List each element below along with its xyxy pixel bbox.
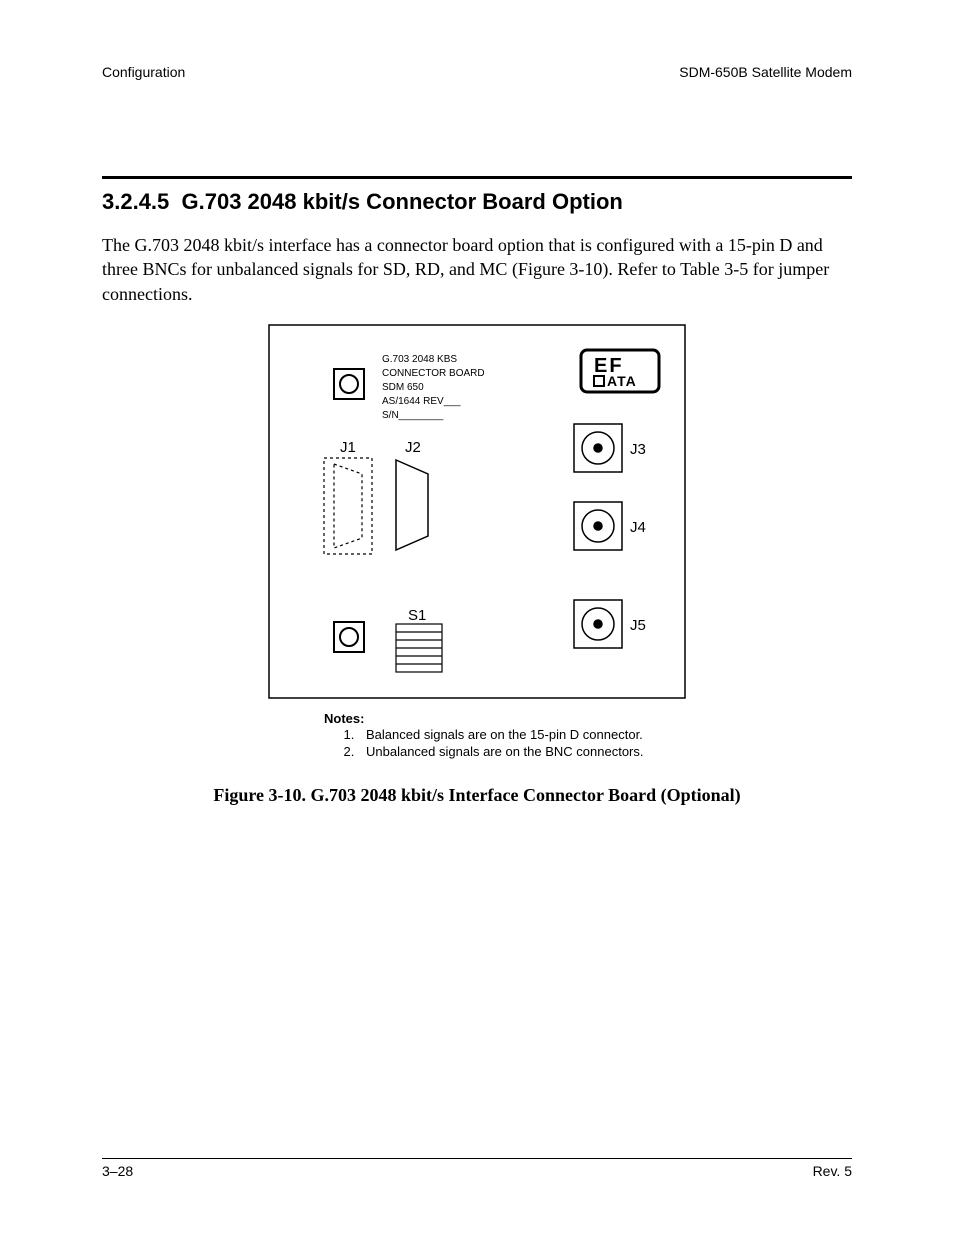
- header-left: Configuration: [102, 64, 185, 80]
- j2-connector-icon: [396, 460, 428, 550]
- notes-title: Notes:: [324, 711, 852, 726]
- j4-connector-icon: [574, 502, 622, 550]
- section-paragraph: The G.703 2048 kbit/s interface has a co…: [102, 233, 852, 306]
- s1-switch-icon: [396, 624, 442, 672]
- label-j5: J5: [630, 617, 646, 634]
- j5-connector-icon: [574, 600, 622, 648]
- j3-connector-icon: [574, 424, 622, 472]
- section-rule: [102, 176, 852, 179]
- section-title: G.703 2048 kbit/s Connector Board Option: [182, 189, 623, 214]
- board-text-l2: CONNECTOR BOARD: [382, 368, 485, 379]
- footer-rule: [102, 1158, 852, 1159]
- label-s1: S1: [408, 607, 426, 624]
- label-j2: J2: [405, 439, 421, 456]
- board-text-l5: S/N________: [382, 410, 444, 421]
- header-right: SDM-650B Satellite Modem: [679, 64, 852, 80]
- section-number: 3.2.4.5: [102, 189, 169, 214]
- page-header: Configuration SDM-650B Satellite Modem: [102, 64, 852, 80]
- board-text-l1: G.703 2048 KBS: [382, 354, 457, 365]
- figure-wrap: G.703 2048 KBS CONNECTOR BOARD SDM 650 A…: [102, 324, 852, 699]
- notes-list: Balanced signals are on the 15-pin D con…: [358, 726, 852, 761]
- section-heading: 3.2.4.5 G.703 2048 kbit/s Connector Boar…: [102, 189, 852, 215]
- logo-line2: ATA: [607, 373, 637, 389]
- footer-right: Rev. 5: [813, 1163, 852, 1179]
- notes-block: Notes: Balanced signals are on the 15-pi…: [324, 711, 852, 761]
- board-text-l3: SDM 650: [382, 382, 424, 393]
- label-j1: J1: [340, 439, 356, 456]
- label-j3: J3: [630, 441, 646, 458]
- label-j4: J4: [630, 519, 646, 536]
- figure-caption: Figure 3-10. G.703 2048 kbit/s Interface…: [102, 785, 852, 806]
- notes-item-1: Balanced signals are on the 15-pin D con…: [358, 726, 852, 744]
- connector-board-diagram: G.703 2048 KBS CONNECTOR BOARD SDM 650 A…: [268, 324, 686, 699]
- ef-data-logo: EF ATA: [581, 350, 659, 392]
- board-text-l4: AS/1644 REV___: [382, 396, 461, 407]
- page: Configuration SDM-650B Satellite Modem 3…: [0, 0, 954, 1235]
- notes-item-2: Unbalanced signals are on the BNC connec…: [358, 743, 852, 761]
- page-footer: 3–28 Rev. 5: [102, 1158, 852, 1179]
- j1-connector-icon: [324, 458, 372, 554]
- footer-left: 3–28: [102, 1163, 133, 1179]
